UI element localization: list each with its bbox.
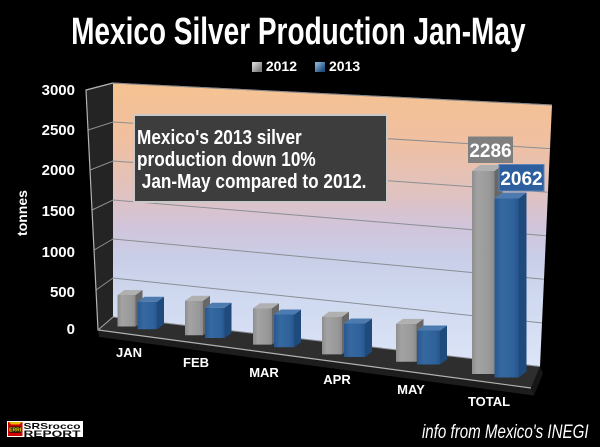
svg-text:1500: 1500 — [42, 203, 75, 220]
svg-text:2286: 2286 — [469, 141, 511, 162]
svg-text:2500: 2500 — [42, 122, 75, 139]
svg-text:3000: 3000 — [42, 82, 75, 99]
svg-text:MAR: MAR — [249, 365, 279, 380]
svg-text:500: 500 — [50, 284, 75, 301]
svg-text:0: 0 — [67, 321, 75, 338]
svg-text:FEB: FEB — [183, 355, 209, 370]
svg-text:TOTAL: TOTAL — [468, 394, 510, 409]
svg-text:MAY: MAY — [397, 382, 425, 397]
svg-text:APR: APR — [323, 372, 351, 387]
svg-text:1000: 1000 — [42, 244, 75, 261]
svg-text:ERRI: ERRI — [9, 428, 22, 434]
svg-text:REPORT: REPORT — [24, 429, 82, 438]
svg-text:JAN: JAN — [116, 345, 142, 360]
svg-text:SRSrocco: SRSrocco — [24, 421, 81, 431]
svg-text:2000: 2000 — [42, 162, 75, 179]
svg-text:2062: 2062 — [500, 169, 542, 190]
svg-text:tonnes: tonnes — [14, 190, 30, 236]
